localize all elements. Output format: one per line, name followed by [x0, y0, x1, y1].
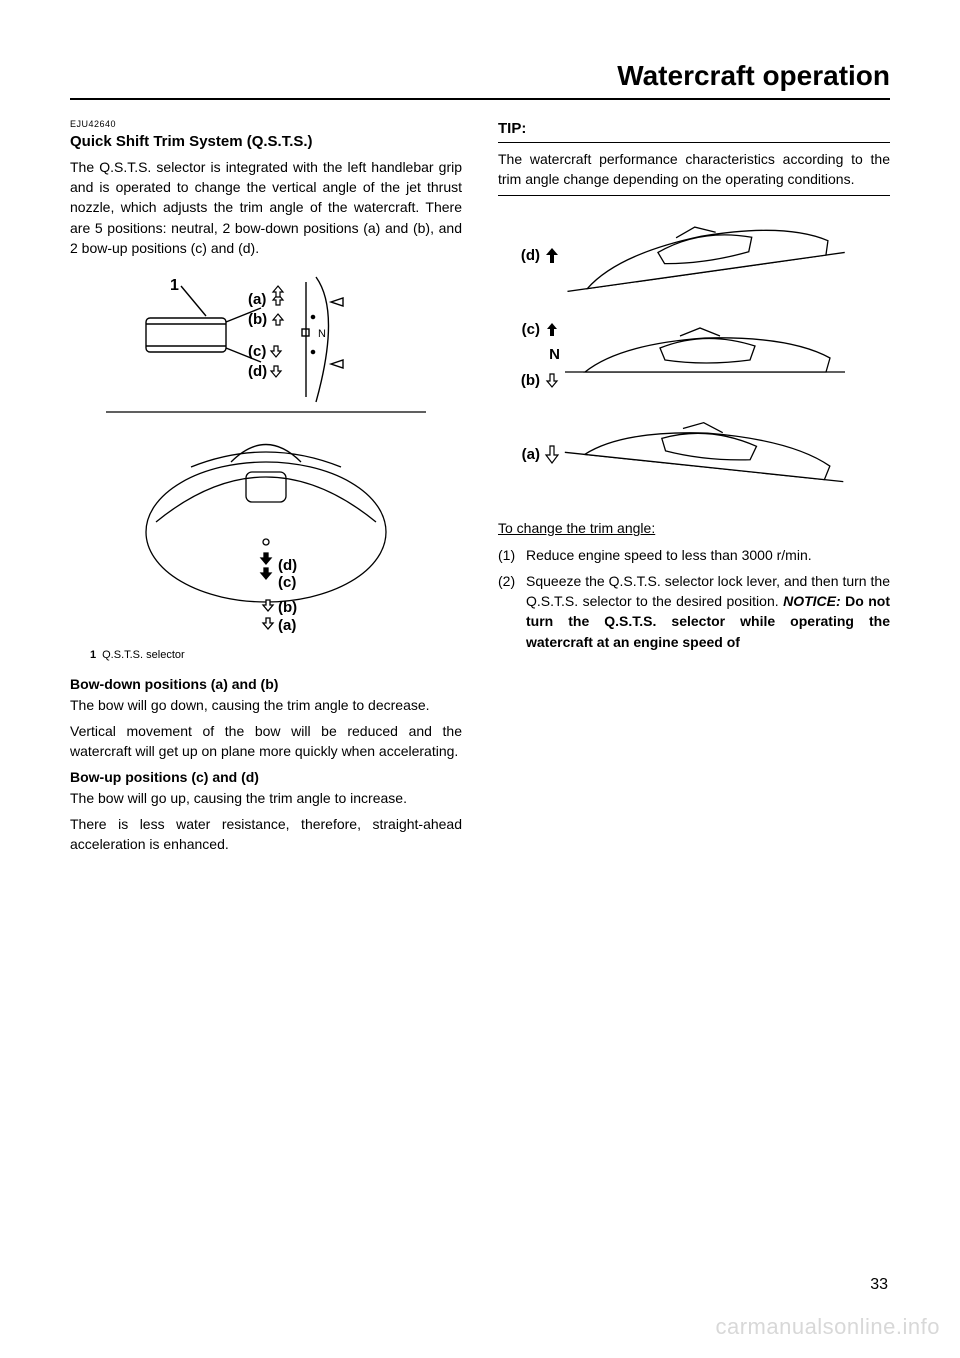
- figure-caption: 1 Q.S.T.S. selector: [90, 648, 462, 664]
- boat-n-svg: [560, 316, 850, 390]
- label-n: N: [318, 328, 326, 340]
- tip-label: TIP:: [498, 118, 890, 140]
- trim-row-d: (d): [498, 214, 890, 297]
- label-c: (c): [248, 343, 266, 360]
- step-2: (2) Squeeze the Q.S.T.S. selector lock l…: [498, 571, 890, 652]
- svg-text:(b): (b): [278, 599, 297, 616]
- trim-angle-figures: (d): [498, 214, 890, 496]
- qsts-diagram-svg: 1 (a) (b) (c) (d) N: [106, 272, 426, 642]
- boat-d-svg: [560, 214, 850, 292]
- right-column: TIP: The watercraft performance characte…: [498, 118, 890, 861]
- intro-paragraph: The Q.S.T.S. selector is integrated with…: [70, 157, 462, 258]
- caption-text: Q.S.T.S. selector: [102, 649, 185, 661]
- boat-a-svg: [560, 413, 850, 491]
- trim-c-label: (c): [522, 319, 540, 341]
- bow-up-heading: Bow-up positions (c) and (d): [70, 767, 462, 787]
- arrow-down-small-icon: [544, 372, 560, 390]
- bow-down-heading: Bow-down positions (a) and (b): [70, 674, 462, 694]
- left-column: EJU42640 Quick Shift Trim System (Q.S.T.…: [70, 118, 462, 861]
- step-1-text: Reduce engine speed to less than 3000 r/…: [526, 545, 812, 565]
- trim-d-label: (d): [521, 245, 540, 267]
- trim-a-label: (a): [522, 444, 540, 466]
- arrow-up-icon: [544, 247, 560, 265]
- trim-row-n: (c) N (b): [498, 316, 890, 395]
- step-1: (1) Reduce engine speed to less than 300…: [498, 545, 890, 565]
- caption-number: 1: [90, 649, 96, 661]
- bow-up-p2: There is less water resistance, therefor…: [70, 814, 462, 855]
- trim-b-label: (b): [521, 370, 540, 392]
- tip-text: The watercraft performance characteristi…: [498, 149, 890, 190]
- tip-rule-bottom: [498, 195, 890, 196]
- trim-n-label: N: [549, 344, 560, 366]
- callout-1: 1: [170, 277, 179, 294]
- label-a: (a): [248, 291, 266, 308]
- qsts-figure: 1 (a) (b) (c) (d) N: [70, 272, 462, 642]
- tip-rule: [498, 142, 890, 143]
- bow-up-p1: The bow will go up, causing the trim ang…: [70, 788, 462, 808]
- label-d: (d): [248, 363, 267, 380]
- bow-down-p2: Vertical movement of the bow will be red…: [70, 721, 462, 762]
- trim-row-a: (a): [498, 413, 890, 496]
- svg-text:(a): (a): [278, 617, 296, 634]
- step-2-text: Squeeze the Q.S.T.S. selector lock lever…: [526, 571, 890, 652]
- procedure-steps: (1) Reduce engine speed to less than 300…: [498, 545, 890, 652]
- step-1-marker: (1): [498, 545, 526, 565]
- label-b: (b): [248, 311, 267, 328]
- page-title: Watercraft operation: [70, 60, 890, 100]
- reference-code: EJU42640: [70, 118, 462, 131]
- notice-label: NOTICE:: [783, 593, 841, 609]
- procedure-title: To change the trim angle:: [498, 518, 890, 538]
- step-2-marker: (2): [498, 571, 526, 652]
- svg-text:(d): (d): [278, 557, 297, 574]
- arrow-down-icon: [544, 445, 560, 465]
- section-heading: Quick Shift Trim System (Q.S.T.S.): [70, 131, 462, 153]
- bow-down-p1: The bow will go down, causing the trim a…: [70, 695, 462, 715]
- watermark: carmanualsonline.info: [715, 1314, 940, 1340]
- arrow-up-small-icon: [544, 321, 560, 339]
- content-columns: EJU42640 Quick Shift Trim System (Q.S.T.…: [70, 118, 890, 861]
- svg-text:(c): (c): [278, 574, 296, 591]
- page-number: 33: [870, 1276, 888, 1294]
